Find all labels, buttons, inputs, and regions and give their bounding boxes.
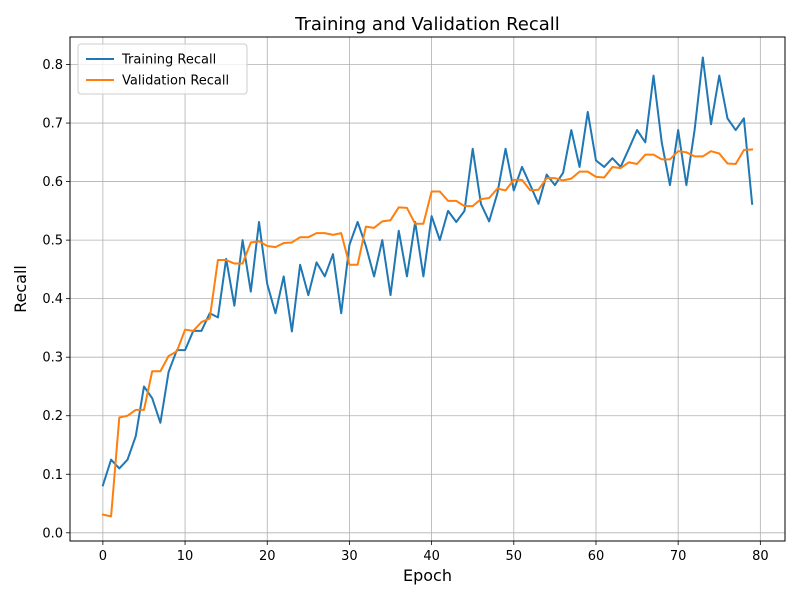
x-tick-label: 30	[341, 549, 358, 564]
legend: Training Recall Validation Recall	[77, 43, 248, 95]
plot-frame	[69, 36, 786, 542]
y-tick-label: 0.7	[42, 117, 63, 132]
chart-title: Training and Validation Recall	[294, 14, 560, 35]
y-tick-label: 0.1	[42, 468, 63, 483]
x-tick-label: 10	[177, 549, 194, 564]
y-tick-label: 0.8	[42, 58, 63, 73]
x-tick-label: 80	[752, 549, 769, 564]
x-tick-label: 20	[259, 549, 276, 564]
x-tick-label: 70	[670, 549, 687, 564]
y-tick-label: 0.5	[42, 234, 63, 249]
y-tick-label: 0.4	[42, 292, 63, 307]
series-layer	[101, 56, 754, 518]
x-tick-label: 50	[506, 549, 523, 564]
y-tick-label: 0.3	[42, 351, 63, 366]
y-axis-title: Recall	[11, 265, 30, 313]
legend-label: Validation Recall	[122, 74, 229, 89]
y-tick-label: 0.6	[42, 175, 63, 190]
legend-label: Training Recall	[121, 53, 216, 68]
series-1	[101, 148, 754, 518]
ticks: 0 10 20 30 40 50 60 70 80 0.0 0.1 0.2 0.3 0.4 0.5 0.6 0.…	[42, 58, 768, 564]
legend-box	[77, 43, 248, 95]
x-tick-label: 0	[99, 549, 107, 564]
x-axis-title: Epoch	[403, 566, 452, 585]
x-tick-label: 60	[588, 549, 605, 564]
x-tick-label: 40	[423, 549, 440, 564]
y-tick-label: 0.2	[42, 409, 63, 424]
series-line	[101, 148, 754, 518]
y-tick-label: 0.0	[42, 526, 63, 541]
